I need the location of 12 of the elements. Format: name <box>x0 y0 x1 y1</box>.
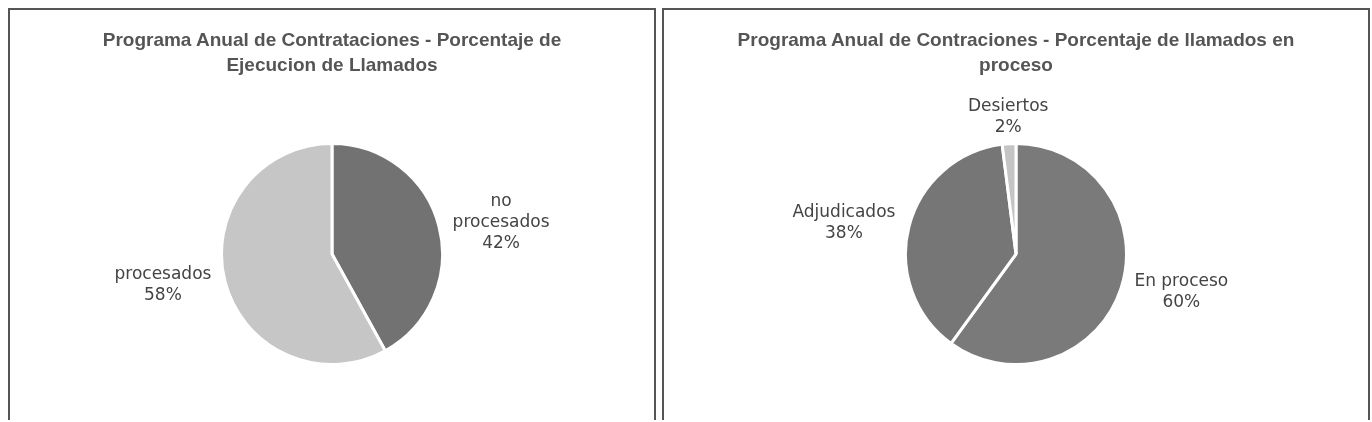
slice-label: procesados <box>114 262 212 283</box>
slice-label: no procesados <box>452 190 550 232</box>
data-label: 38% <box>825 221 863 242</box>
chart-title: Programa Anual de Contraciones - Porcentaje de llamados en proceso <box>736 28 1296 77</box>
slice-label: Desiertos <box>967 94 1049 115</box>
chart-title: Programa Anual de Contrataciones - Porcentaje de Ejecucion de Llamados <box>101 28 563 77</box>
data-label: 2% <box>994 115 1022 136</box>
data-label: 58% <box>144 283 182 304</box>
slice-label: Adjudicados <box>792 200 896 221</box>
data-label: 60% <box>1162 291 1201 312</box>
slice-label: En proceso <box>1134 270 1229 291</box>
data-label: 42% <box>482 232 520 253</box>
